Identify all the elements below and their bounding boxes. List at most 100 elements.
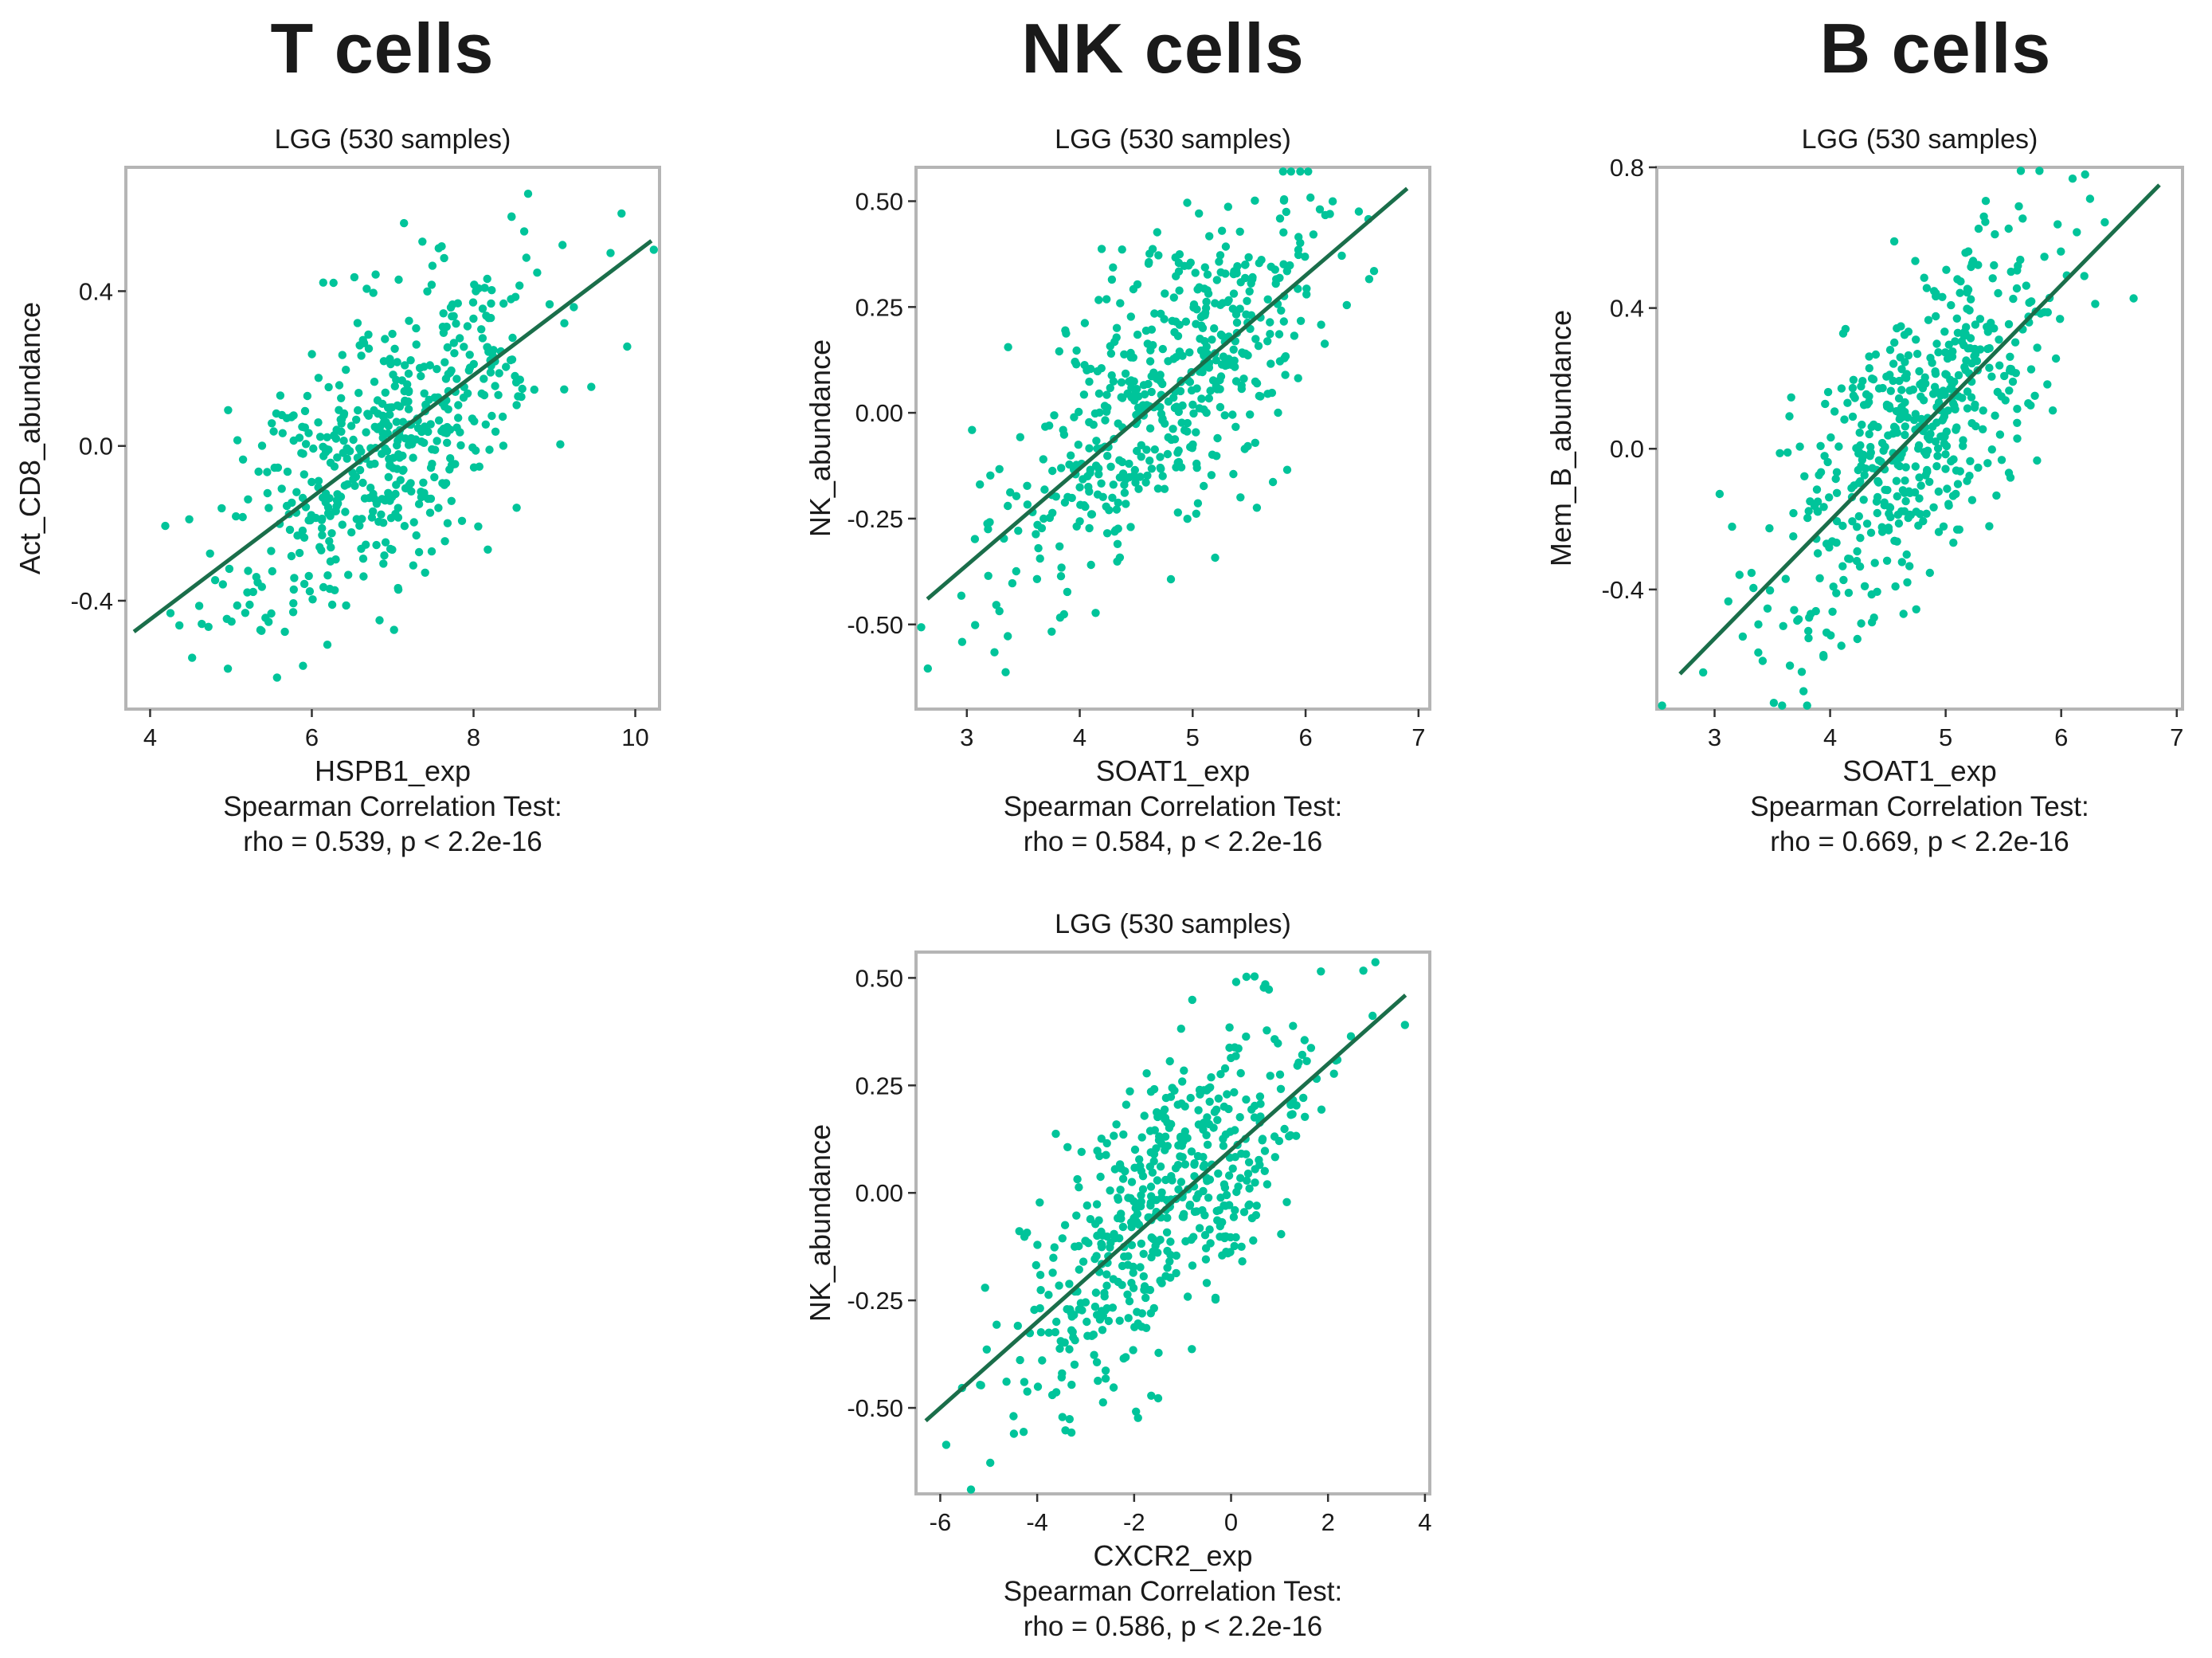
data-point bbox=[298, 493, 307, 503]
data-point bbox=[1224, 1171, 1234, 1180]
data-point bbox=[1091, 609, 1100, 617]
data-point bbox=[2014, 261, 2022, 270]
data-point bbox=[1843, 398, 1852, 407]
data-point bbox=[269, 427, 278, 436]
data-point bbox=[1183, 515, 1192, 523]
data-point bbox=[1895, 376, 1904, 386]
data-point bbox=[1176, 1178, 1186, 1186]
data-point bbox=[298, 526, 307, 535]
panel-subtitle: LGG (530 samples) bbox=[275, 124, 511, 155]
data-point bbox=[1237, 1242, 1246, 1252]
data-point bbox=[558, 241, 567, 249]
data-point bbox=[1103, 452, 1112, 461]
data-point bbox=[1826, 433, 1835, 442]
data-point bbox=[1079, 475, 1087, 484]
data-point bbox=[1274, 408, 1282, 417]
data-point bbox=[1229, 1213, 1239, 1221]
data-point bbox=[1108, 493, 1117, 502]
data-point bbox=[1885, 346, 1895, 355]
data-point bbox=[1865, 398, 1873, 406]
data-point bbox=[1832, 468, 1842, 476]
data-point bbox=[1107, 275, 1117, 284]
data-point bbox=[1153, 1237, 1162, 1246]
data-point bbox=[1058, 1234, 1067, 1243]
data-point bbox=[369, 489, 378, 499]
data-point bbox=[1098, 1398, 1108, 1407]
data-point bbox=[1063, 587, 1072, 597]
data-point bbox=[1933, 388, 1942, 397]
data-point bbox=[2035, 167, 2044, 175]
data-point bbox=[1860, 471, 1869, 480]
data-point bbox=[377, 510, 386, 519]
data-point bbox=[1162, 1228, 1172, 1237]
data-point bbox=[404, 405, 413, 414]
data-point bbox=[1173, 449, 1182, 457]
data-point bbox=[1060, 1221, 1070, 1229]
data-point bbox=[1191, 268, 1200, 277]
data-point bbox=[1134, 484, 1143, 493]
data-point bbox=[363, 410, 372, 418]
data-point bbox=[1896, 453, 1905, 462]
data-point bbox=[1936, 432, 1945, 441]
data-point bbox=[1923, 465, 1932, 475]
data-point bbox=[272, 409, 281, 418]
data-point bbox=[1200, 1119, 1208, 1127]
data-point bbox=[1153, 1176, 1162, 1185]
data-point bbox=[1208, 335, 1216, 344]
data-point bbox=[1857, 619, 1866, 628]
scatter-points bbox=[917, 167, 1379, 676]
data-point bbox=[1961, 329, 1970, 339]
data-point bbox=[1117, 1214, 1126, 1223]
data-point bbox=[1800, 472, 1809, 480]
x-tick-label: 7 bbox=[2170, 723, 2183, 751]
data-point bbox=[2006, 473, 2015, 482]
y-tick-label: 0.00 bbox=[855, 399, 903, 427]
data-point bbox=[1658, 701, 1666, 710]
data-point bbox=[1127, 1241, 1137, 1250]
data-point bbox=[1106, 383, 1115, 393]
data-point bbox=[1067, 1380, 1076, 1390]
data-point bbox=[1012, 492, 1021, 500]
data-point bbox=[1912, 605, 1920, 613]
data-point bbox=[1963, 285, 1973, 294]
data-point bbox=[1172, 1251, 1181, 1260]
data-point bbox=[1239, 1208, 1249, 1217]
data-point bbox=[420, 389, 429, 398]
data-point bbox=[1251, 1178, 1259, 1187]
data-point bbox=[1841, 324, 1850, 334]
data-point bbox=[1218, 1251, 1227, 1260]
data-point bbox=[1255, 259, 1264, 268]
data-point bbox=[406, 479, 415, 488]
data-point bbox=[1985, 343, 1994, 353]
data-point bbox=[1091, 1288, 1101, 1297]
data-point bbox=[1067, 1312, 1076, 1321]
data-point bbox=[1789, 532, 1798, 541]
data-point bbox=[1148, 245, 1157, 253]
data-point bbox=[1176, 1152, 1184, 1161]
data-point bbox=[1967, 295, 1975, 304]
data-point bbox=[300, 470, 308, 479]
data-point bbox=[1916, 481, 1925, 490]
data-point bbox=[1135, 1155, 1144, 1164]
data-point bbox=[295, 433, 304, 442]
data-point bbox=[1962, 323, 1971, 331]
data-point bbox=[448, 312, 456, 321]
data-point bbox=[434, 504, 443, 512]
data-point bbox=[1140, 1282, 1149, 1291]
data-point bbox=[1804, 633, 1813, 643]
data-point bbox=[393, 583, 402, 593]
data-point bbox=[1019, 1428, 1028, 1437]
data-point bbox=[285, 525, 295, 535]
data-point bbox=[433, 437, 441, 445]
data-point bbox=[472, 287, 480, 296]
data-point bbox=[1244, 253, 1253, 262]
data-point bbox=[1156, 463, 1165, 472]
data-point bbox=[1242, 310, 1251, 319]
data-point bbox=[1255, 1160, 1264, 1170]
data-point bbox=[1992, 491, 2001, 500]
data-point bbox=[649, 245, 658, 254]
data-point bbox=[386, 355, 394, 363]
data-point bbox=[1207, 471, 1216, 480]
data-point bbox=[1789, 508, 1798, 518]
data-point bbox=[1072, 360, 1081, 369]
